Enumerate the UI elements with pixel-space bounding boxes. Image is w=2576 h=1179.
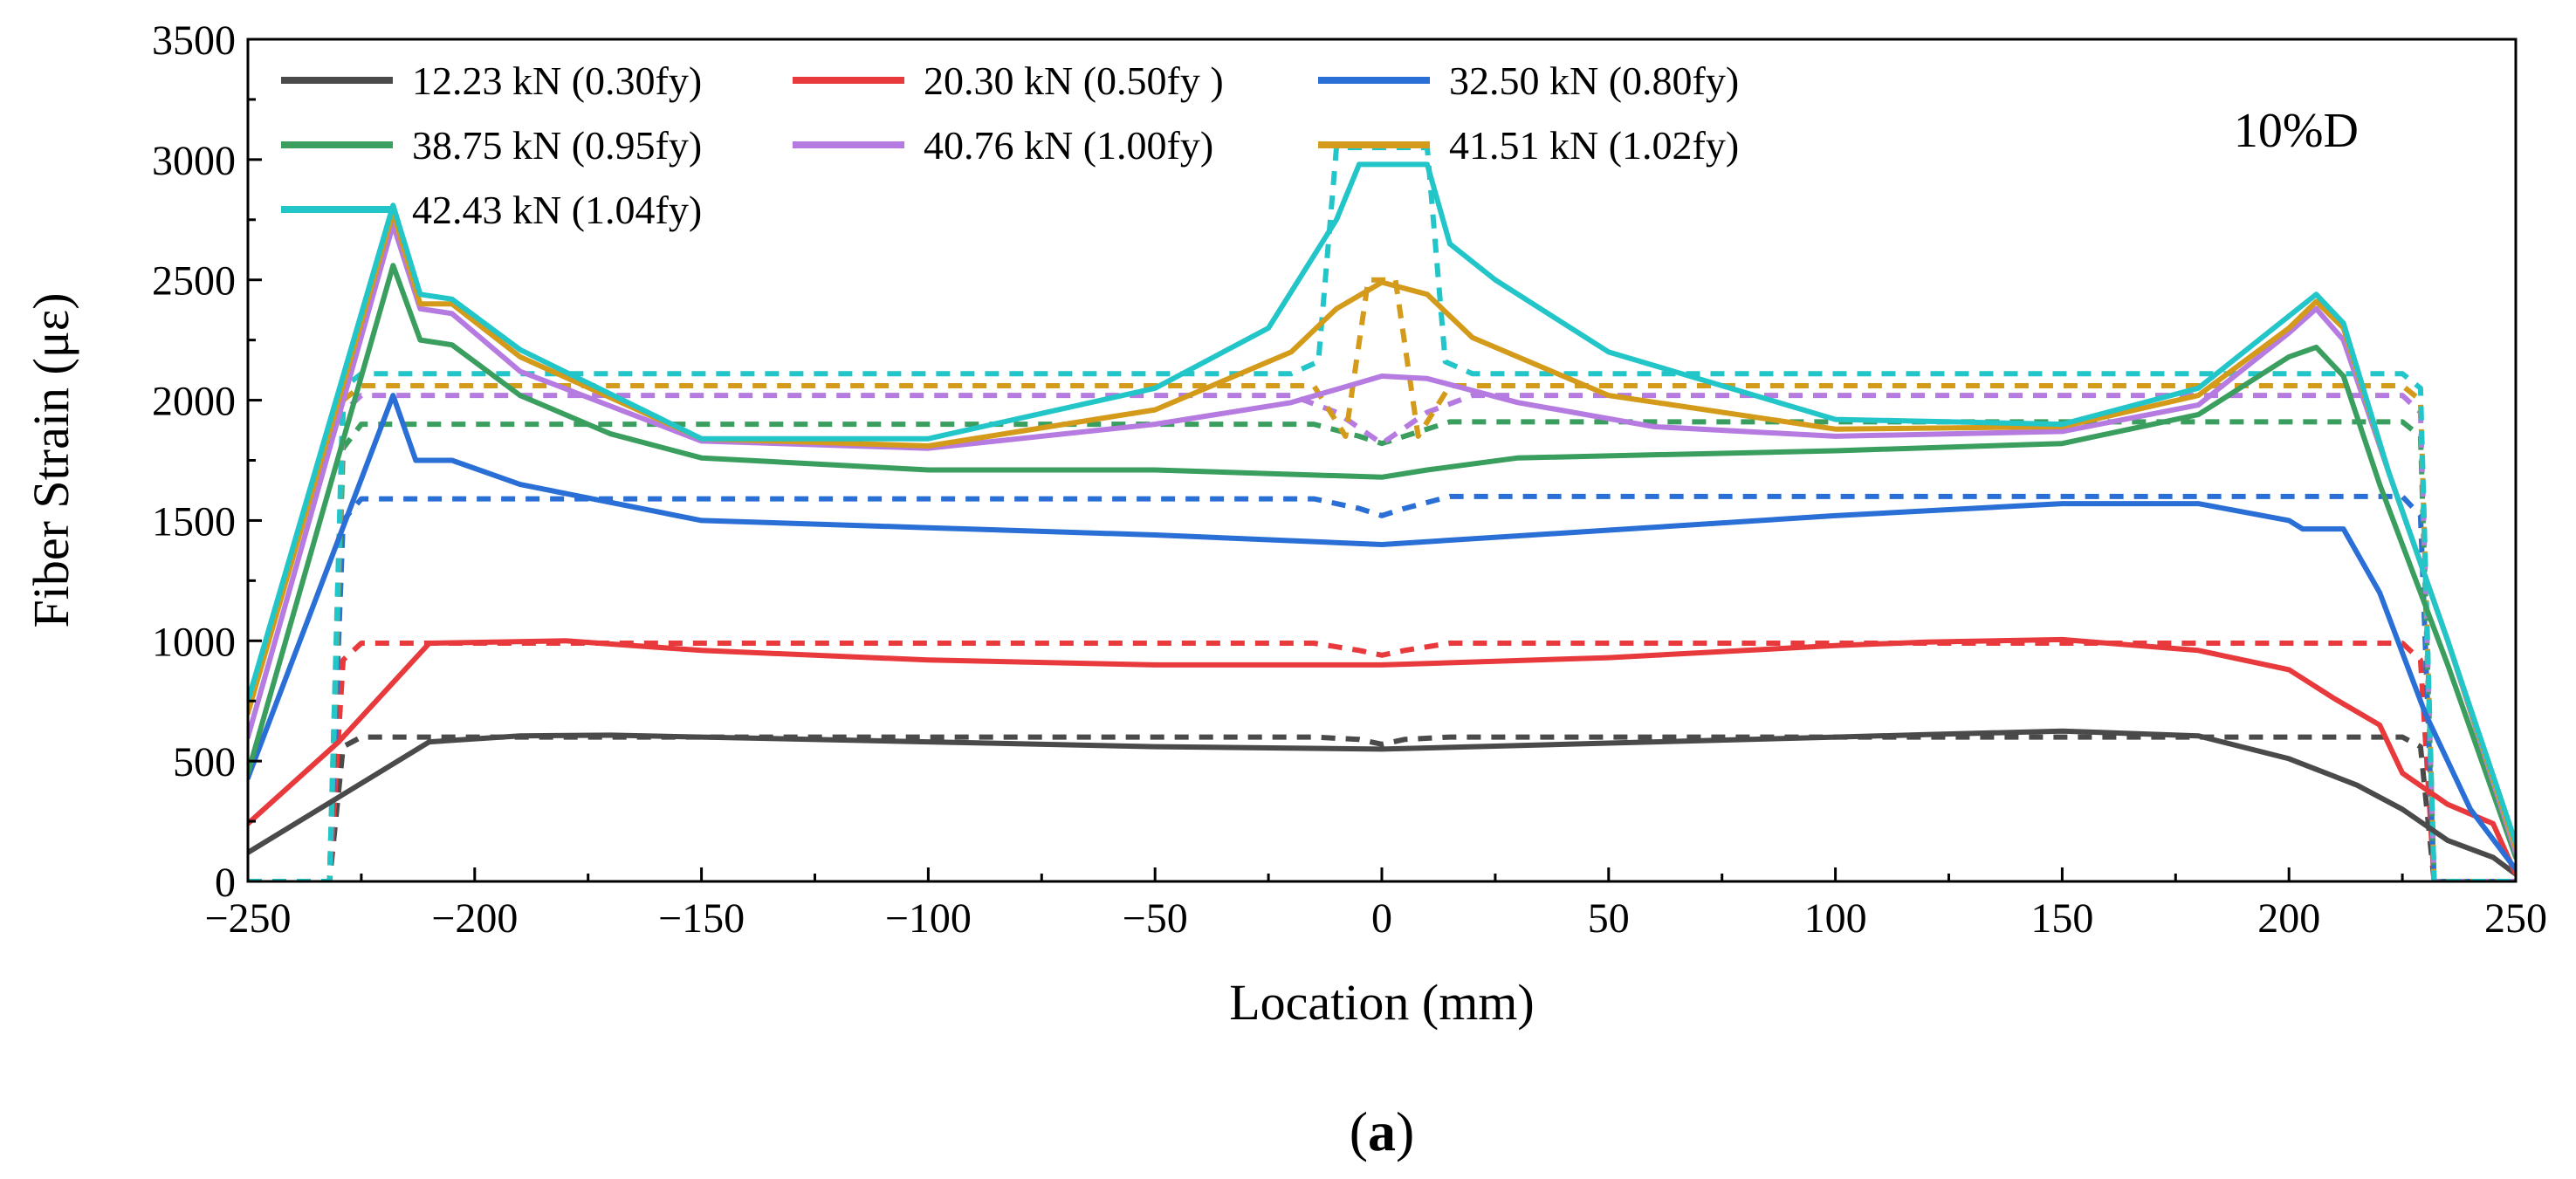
series-7-measured-line	[248, 161, 2516, 846]
legend-label-2: 20.30 kN (0.50fy )	[924, 58, 1224, 103]
series-4-measured-line	[248, 263, 2516, 860]
y-axis-title: Fiber Strain (με)	[23, 292, 79, 627]
series-6-measured-line	[248, 209, 2516, 851]
y-tick-label: 2000	[152, 379, 236, 425]
x-tick-label: 0	[1371, 895, 1392, 942]
x-tick-label: −200	[431, 895, 518, 942]
x-tick-label: −150	[658, 895, 745, 942]
y-tick-label: 0	[215, 860, 236, 906]
x-tick-label: 250	[2484, 895, 2547, 942]
series-1-measured-line	[248, 728, 2516, 877]
series-3-measured-line	[248, 393, 2516, 873]
x-tick-label: 100	[1804, 895, 1867, 942]
legend: 12.23 kN (0.30fy) 20.30 kN (0.50fy ) 32.50…	[281, 58, 1739, 232]
legend-label-5: 40.76 kN (1.00fy)	[924, 123, 1213, 168]
y-tick-label: 500	[173, 739, 236, 785]
y-tick-label: 1500	[152, 498, 236, 545]
ticks-layer: −250 −200 −150 −100 −50 0 50 100 150 200 250050010…	[152, 17, 2547, 942]
series-layer	[248, 145, 2516, 881]
panel-annotation: 10%D	[2234, 104, 2359, 158]
x-tick-label: 150	[2030, 895, 2093, 942]
y-tick-label: 3500	[152, 17, 236, 64]
x-tick-label: 200	[2257, 895, 2320, 942]
series-2-measured-line	[248, 636, 2516, 877]
caption-close-paren: )	[1396, 1100, 1414, 1162]
series-1-model-line	[248, 734, 2516, 881]
legend-label-1: 12.23 kN (0.30fy)	[412, 58, 702, 103]
x-axis-title: Location (mm)	[1229, 974, 1535, 1031]
series-6-model-line	[248, 277, 2516, 881]
legend-label-7: 42.43 kN (1.04fy)	[412, 188, 702, 232]
y-tick-label: 2500	[152, 258, 236, 305]
legend-label-6: 41.51 kN (1.02fy)	[1449, 123, 1739, 168]
series-4-model-line	[248, 419, 2516, 881]
series-3-model-line	[248, 493, 2516, 881]
x-tick-label: 50	[1588, 895, 1630, 942]
caption-open-paren: (	[1350, 1100, 1368, 1162]
figure-caption: (a)	[1350, 1100, 1415, 1162]
series-2-model-line	[248, 641, 2516, 881]
y-tick-label: 3000	[152, 138, 236, 184]
series-5-measured-line	[248, 222, 2516, 855]
y-tick-label: 1000	[152, 619, 236, 665]
series-5-model-line	[248, 393, 2516, 881]
x-tick-label: −250	[204, 895, 291, 942]
x-tick-label: −50	[1123, 895, 1188, 942]
x-tick-label: −100	[885, 895, 972, 942]
legend-label-3: 32.50 kN (0.80fy)	[1449, 58, 1739, 103]
legend-label-4: 38.75 kN (0.95fy)	[412, 123, 702, 168]
caption-letter: a	[1368, 1100, 1396, 1162]
